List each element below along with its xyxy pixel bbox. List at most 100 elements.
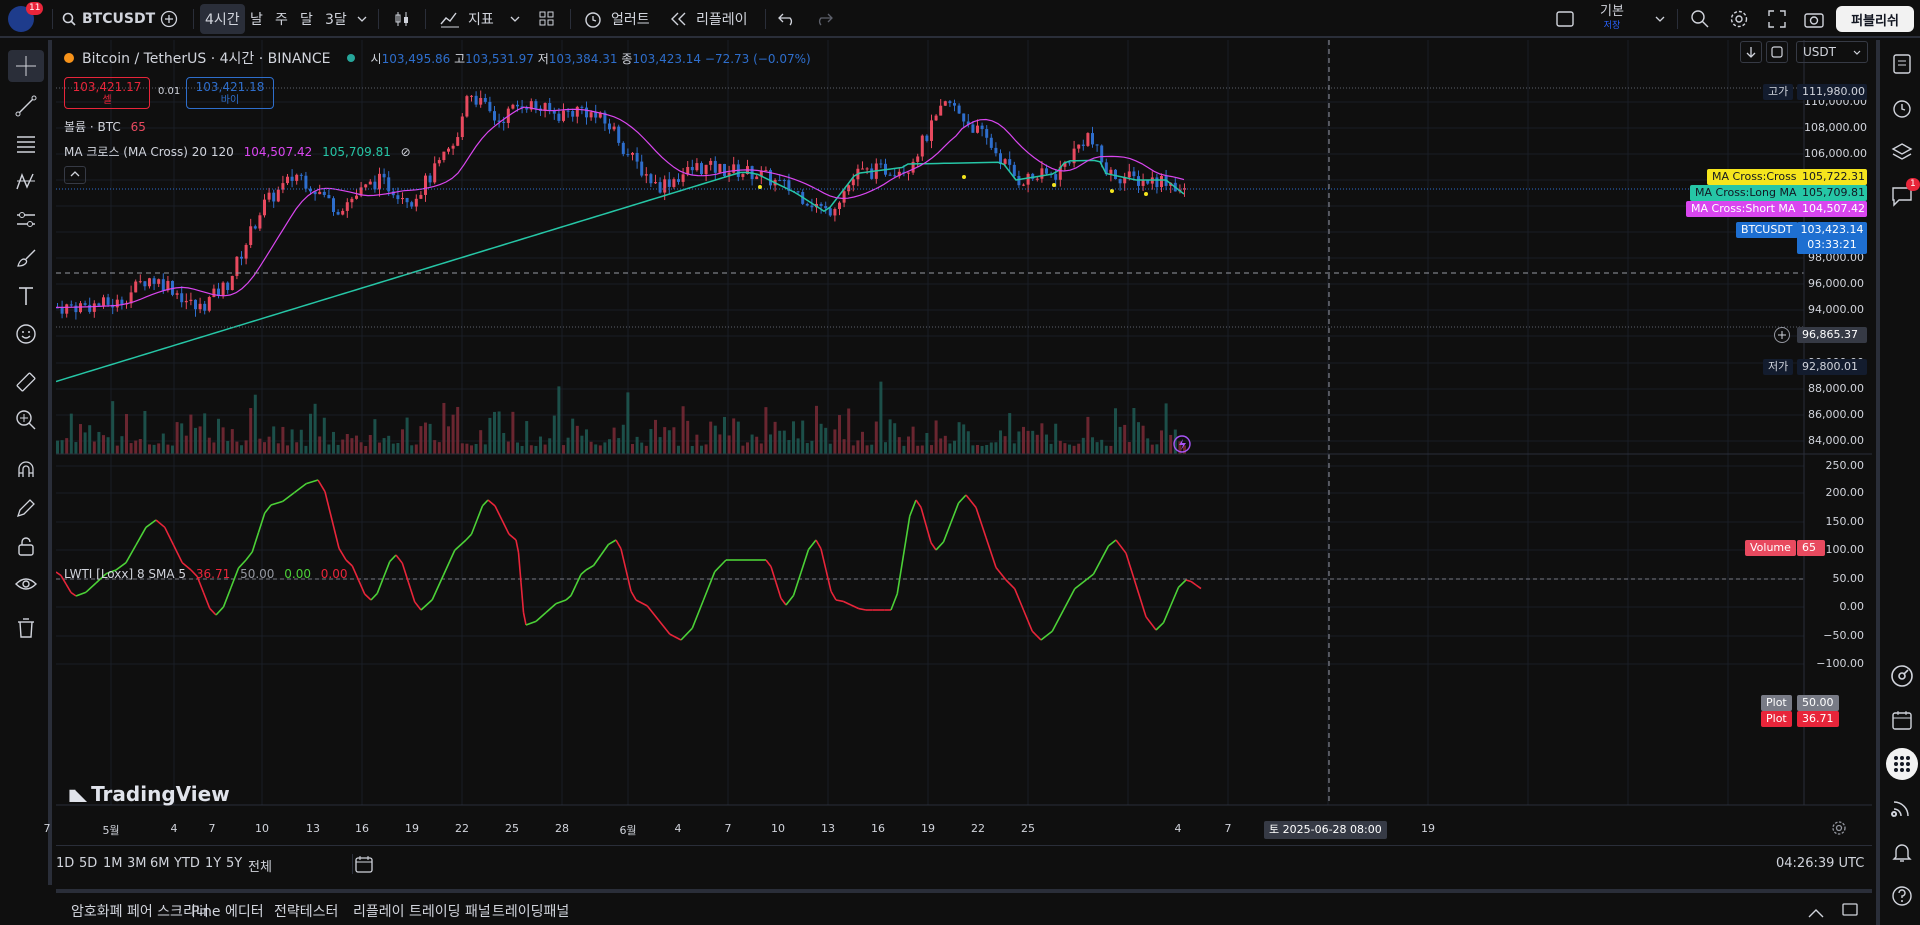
fib-tool[interactable] [8, 128, 44, 160]
measure-tool[interactable] [8, 366, 44, 398]
lwti-legend[interactable]: LWTI [Loxx] 8 SMA 5 36.71 50.00 0.00 0.0… [64, 567, 348, 581]
indicators-button[interactable]: 지표 [440, 0, 494, 38]
quick-search-button[interactable] [1690, 0, 1710, 38]
snapshot-button[interactable] [1804, 0, 1824, 38]
maximize-panel-button[interactable] [1842, 901, 1858, 921]
footer-tab[interactable]: Pine 에디터 [191, 904, 264, 920]
goto-date-button[interactable] [354, 854, 376, 878]
footer-tab[interactable]: 리플레이 트레이딩 패널 [353, 904, 491, 920]
add-alert-button[interactable] [1774, 327, 1790, 343]
remove-drawings-tool[interactable] [8, 612, 44, 644]
watchlist-button[interactable] [1886, 48, 1918, 80]
range-button-5Y[interactable]: 5Y [226, 856, 243, 871]
volume-bar [930, 445, 933, 454]
lock-tool[interactable] [8, 530, 44, 562]
chats-button[interactable]: 1 [1886, 178, 1920, 212]
pattern-tool[interactable] [8, 166, 44, 198]
products-button[interactable] [1886, 748, 1918, 780]
ma-cross-legend[interactable]: MA 크로스 (MA Cross) 20 120 104,507.42 105,… [64, 143, 411, 160]
interval-4h[interactable]: 4시간 [200, 4, 245, 34]
settings-button[interactable] [1729, 0, 1749, 38]
osc-segment [237, 559, 247, 569]
interval-month[interactable]: 달 [300, 12, 313, 28]
replay-button[interactable]: 리플레이 [670, 0, 748, 38]
volume-bar [180, 423, 184, 454]
text-tool[interactable] [8, 280, 44, 312]
candle-body [1137, 176, 1140, 186]
volume-bar [79, 424, 82, 454]
layouts-button[interactable] [538, 0, 556, 38]
footer-tab[interactable]: 전략테스터 [274, 904, 339, 920]
notifications-button[interactable] [1886, 836, 1918, 868]
range-button-1M[interactable]: 1M [103, 856, 123, 871]
range-button-6M[interactable]: 6M [150, 856, 170, 871]
tech-ideas-button[interactable] [1886, 660, 1918, 692]
candle-body [69, 304, 73, 306]
range-button-5D[interactable]: 5D [79, 856, 98, 871]
axis-settings-button[interactable] [1831, 820, 1847, 840]
candle-body [787, 180, 791, 191]
currency-select[interactable]: USDT [1796, 41, 1868, 63]
object-tree-button[interactable] [1886, 136, 1918, 168]
time-axis-label: 6월 [619, 824, 637, 837]
emoji-tool[interactable] [8, 318, 44, 350]
osc-segment [508, 533, 517, 541]
symbol-title[interactable]: Bitcoin / TetherUS · 4시간 · BINANCE [82, 51, 331, 67]
interval-week[interactable]: 주 [275, 12, 288, 28]
undo-button[interactable] [778, 0, 796, 38]
zoom-tool[interactable] [8, 404, 44, 436]
alerts-panel-button[interactable] [1886, 92, 1918, 124]
scroll-to-latest-button[interactable] [1740, 41, 1762, 63]
volume-legend[interactable]: 볼륨 · BTC 65 [64, 118, 146, 135]
lightning-event-icon[interactable] [1173, 435, 1191, 453]
range-button-1Y[interactable]: 1Y [205, 856, 222, 871]
streams-button[interactable] [1886, 792, 1918, 824]
interval-dropdown[interactable] [357, 0, 367, 38]
crosshair-tool[interactable] [8, 50, 44, 82]
range-button-전체[interactable]: 전체 [248, 860, 272, 875]
trendline-tool[interactable] [8, 90, 44, 122]
forecast-tool[interactable] [8, 204, 44, 236]
range-button-1D[interactable]: 1D [56, 856, 75, 871]
brush-tool[interactable] [8, 242, 44, 274]
publish-button[interactable]: 퍼블리쉬 [1836, 6, 1914, 32]
help-button[interactable] [1886, 880, 1918, 912]
symbol-search[interactable]: BTCUSDT [62, 0, 155, 38]
hidden-toggle-icon[interactable]: ⊘ [400, 145, 411, 159]
user-avatar[interactable]: 11 [8, 0, 44, 38]
compare-symbol-button[interactable] [160, 0, 178, 38]
calendar-button[interactable] [1886, 704, 1918, 736]
osc-segment [251, 532, 260, 553]
chart-type-button[interactable] [393, 0, 411, 38]
volume-bar [249, 408, 253, 454]
range-button-YTD[interactable]: YTD [174, 856, 200, 871]
footer-tab[interactable]: 트레이딩패널 [492, 904, 570, 920]
collapse-legend-button[interactable] [64, 166, 86, 184]
footer-tab[interactable]: 암호화폐 페어 스크리너 [71, 904, 209, 920]
range-button-3M[interactable]: 3M [127, 856, 147, 871]
fullscreen-button[interactable] [1768, 0, 1786, 38]
hide-drawings-tool[interactable] [8, 568, 44, 600]
utc-clock[interactable]: 04:26:39 UTC [1776, 856, 1865, 871]
layout-name-button[interactable]: 기본 저장 [1600, 0, 1624, 38]
collapse-panel-button[interactable] [1808, 903, 1824, 922]
chart-canvas[interactable] [56, 40, 1872, 845]
candle-body [631, 152, 634, 155]
redo-button[interactable] [815, 0, 833, 38]
candle-body [456, 137, 460, 146]
stay-drawing-tool[interactable] [8, 492, 44, 524]
alerts-button[interactable]: 얼러트 [583, 0, 650, 38]
chart-area[interactable]: Bitcoin / TetherUS · 4시간 · BINANCE 시103,… [44, 40, 1872, 845]
candle-body [184, 300, 188, 303]
fullscreen-layout-button[interactable] [1556, 0, 1574, 38]
interval-3month[interactable]: 3달 [325, 12, 347, 28]
lwti-value-1: 36.71 [195, 567, 231, 581]
interval-day[interactable]: 날 [250, 12, 263, 28]
sync-button[interactable] [1766, 41, 1788, 63]
layout-dropdown[interactable] [1655, 0, 1665, 38]
osc-segment [555, 599, 567, 605]
buy-button[interactable]: 103,421.18 바이 [186, 77, 274, 109]
magnet-tool[interactable] [8, 454, 44, 486]
indicators-dropdown[interactable] [510, 0, 520, 38]
sell-button[interactable]: 103,421.17 셀 [64, 77, 150, 109]
